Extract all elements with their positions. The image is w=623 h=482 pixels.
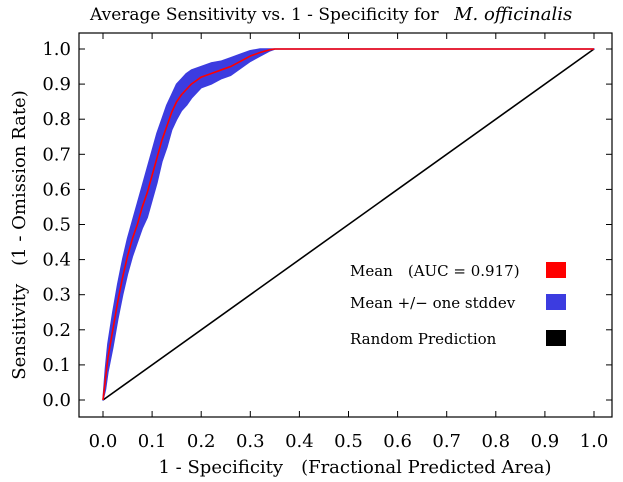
- ticks-layer: 0.0 0.1 0.2 0.3 0.4 0.5 0.6 0.7 0.8 0.9 1.0 0.0 0.1 0…: [42, 33, 612, 452]
- legend-entry-random-swatch: [546, 330, 566, 346]
- y-tick-label: 0.7: [42, 144, 71, 165]
- x-tick-label: 0.6: [383, 431, 412, 452]
- x-tick-label: 0.5: [334, 431, 363, 452]
- x-tick-label: 1.0: [580, 431, 609, 452]
- y-tick-label: 0.5: [42, 215, 71, 236]
- y-tick-label: 0.8: [42, 109, 71, 130]
- y-tick-label: 0.3: [42, 285, 71, 306]
- y-tick-label: 0.2: [42, 320, 71, 341]
- y-tick-label: 0.6: [42, 179, 71, 200]
- legend-entry-stddev-label: Mean +/− one stddev: [350, 294, 516, 312]
- chart-title: Average Sensitivity vs. 1 - Specificity …: [89, 4, 572, 25]
- legend-entry-mean-swatch: [546, 262, 566, 278]
- legend: Mean (AUC = 0.917) Mean +/− one stddev Ran…: [350, 262, 566, 348]
- y-tick-label: 0.9: [42, 74, 71, 95]
- x-tick-label: 0.9: [531, 431, 560, 452]
- chart-title-main: Average Sensitivity vs. 1 - Specificity …: [89, 5, 440, 25]
- chart-title-species: M. officinalis: [453, 4, 572, 25]
- legend-entry-stddev-swatch: [546, 294, 566, 310]
- y-tick-label: 1.0: [42, 39, 71, 60]
- x-tick-label: 0.8: [481, 431, 510, 452]
- x-tick-label: 0.0: [89, 431, 118, 452]
- y-tick-label: 0.0: [42, 390, 71, 411]
- mean-roc-line: [102, 48, 594, 401]
- legend-entry-random-label: Random Prediction: [350, 330, 497, 348]
- legend-entry-mean-label: Mean (AUC = 0.917): [350, 262, 520, 280]
- random-prediction-line: [102, 48, 595, 401]
- x-axis-label: 1 - Specificity (Fractional Predicted Ar…: [159, 457, 552, 478]
- y-tick-label: 0.4: [42, 250, 71, 271]
- x-tick-label: 0.7: [432, 431, 461, 452]
- x-tick-label: 0.1: [138, 431, 167, 452]
- x-tick-label: 0.4: [285, 431, 314, 452]
- x-tick-label: 0.2: [187, 431, 216, 452]
- x-tick-label: 0.3: [236, 431, 265, 452]
- y-axis-label: Sensitivity (1 - Omission Rate): [9, 90, 30, 379]
- y-tick-label: 0.1: [42, 355, 71, 376]
- data-layer: [102, 48, 595, 401]
